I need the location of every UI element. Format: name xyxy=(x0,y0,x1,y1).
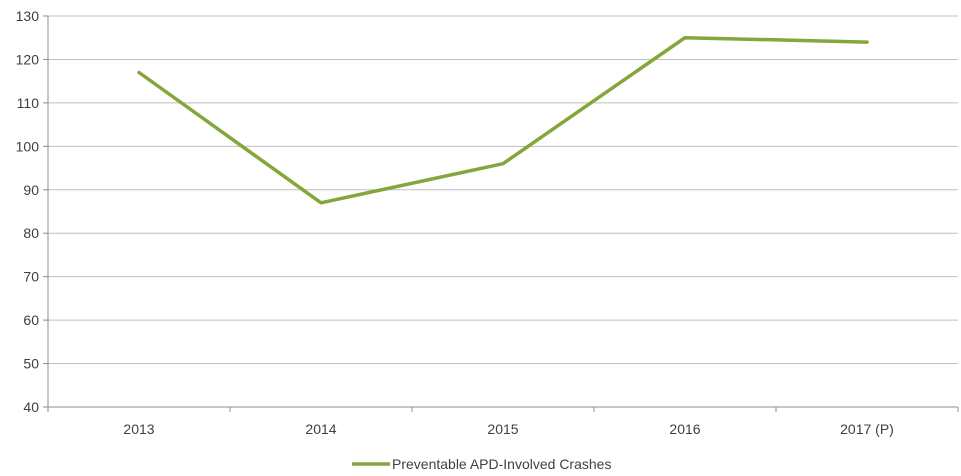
gridlines xyxy=(48,15,958,365)
y-tick-label: 130 xyxy=(16,8,40,24)
legend: Preventable APD-Involved Crashes xyxy=(352,456,611,472)
data-point xyxy=(683,36,687,40)
y-tick-label: 60 xyxy=(23,312,39,328)
x-tick-label: 2013 xyxy=(123,421,154,437)
x-tick-label: 2014 xyxy=(305,421,336,437)
y-tick-label: 40 xyxy=(23,399,39,415)
y-tick-label: 90 xyxy=(23,182,39,198)
series-line xyxy=(137,35,869,205)
data-point xyxy=(319,201,323,205)
series-layer xyxy=(137,35,869,205)
x-tick-label: 2015 xyxy=(487,421,518,437)
axes xyxy=(47,16,958,408)
x-tick-label: 2016 xyxy=(669,421,700,437)
y-tick-label: 110 xyxy=(17,95,40,111)
legend-label: Preventable APD-Involved Crashes xyxy=(392,456,611,472)
x-tick-label: 2017 (P) xyxy=(840,421,894,437)
data-point xyxy=(501,162,505,166)
y-tick-label: 80 xyxy=(23,225,39,241)
y-tick-label: 100 xyxy=(16,138,40,154)
y-tick-label: 50 xyxy=(23,356,39,372)
y-tick-label: 70 xyxy=(23,269,39,285)
data-point xyxy=(137,70,141,74)
data-point xyxy=(865,40,869,44)
y-axis-ticks: 40 50 60 70 80 90 100 110 120 130 xyxy=(16,8,48,415)
x-axis-ticks: 2013 2014 2015 2016 2017 (P) xyxy=(47,407,959,437)
y-tick-label: 120 xyxy=(16,51,40,67)
